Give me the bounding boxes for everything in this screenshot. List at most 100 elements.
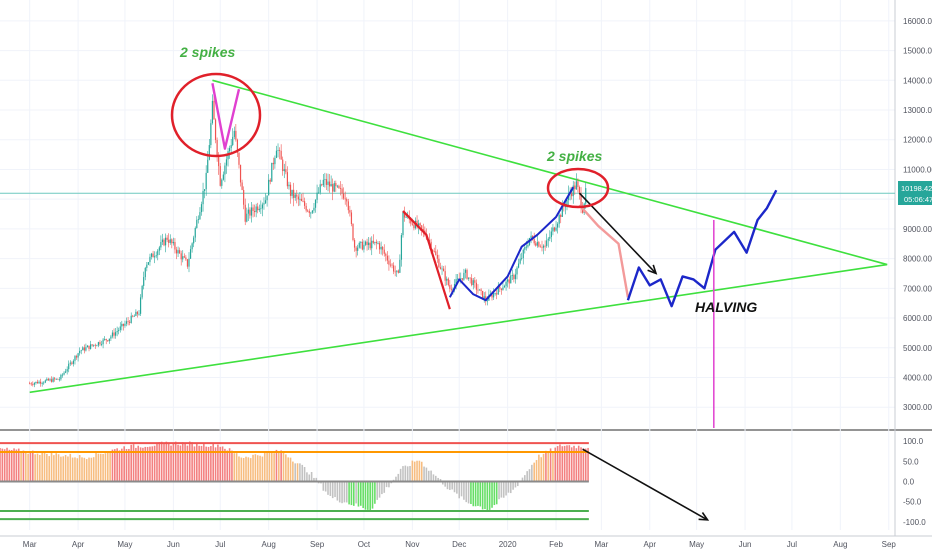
candle-body	[163, 239, 165, 246]
candle-body	[297, 196, 299, 200]
candle-body	[533, 238, 535, 244]
candle-body	[433, 251, 435, 253]
candle-body	[363, 244, 365, 250]
candle-body	[293, 189, 295, 198]
candle-body	[91, 344, 93, 346]
candle-body	[278, 150, 281, 151]
candle-body	[382, 246, 384, 250]
candle-body	[89, 344, 92, 349]
time-tick-label: Aug	[833, 540, 847, 549]
drawings[interactable]	[211, 83, 778, 428]
trendlines[interactable]	[29, 79, 888, 394]
candle-body	[171, 239, 173, 244]
candle-body	[189, 249, 192, 259]
candle-body	[394, 271, 396, 273]
candle-body	[94, 344, 96, 346]
candle-body	[111, 332, 114, 337]
candle-body	[549, 236, 551, 239]
blue-drawn-path[interactable]	[448, 186, 575, 302]
candle-body	[496, 293, 498, 295]
time-tick-label: Oct	[358, 540, 371, 549]
candle-body	[85, 347, 87, 351]
candle-body	[244, 204, 246, 222]
candle-body	[221, 179, 223, 186]
candle-body	[177, 250, 179, 254]
candle-body	[538, 242, 540, 247]
time-tick-label: Apr	[644, 540, 657, 549]
oscillator-tick-label: 100.0	[903, 437, 924, 446]
red-drawn-path[interactable]	[402, 210, 451, 310]
candle-body	[246, 213, 248, 222]
candle-body	[321, 184, 323, 186]
candle-body	[310, 212, 312, 214]
candle-body	[447, 278, 449, 286]
candle-body	[522, 249, 524, 259]
price-tick-label: 9000.00	[903, 225, 932, 234]
upper-trendline[interactable]	[212, 79, 888, 266]
candle-body	[352, 224, 354, 241]
candle-body	[360, 241, 362, 243]
candle-body	[560, 215, 562, 217]
lower-trendline[interactable]	[29, 263, 888, 394]
candle-body	[211, 100, 214, 124]
candle-body	[318, 192, 320, 194]
candle-body	[483, 296, 485, 299]
candle-body	[269, 179, 271, 182]
candle-body	[539, 246, 542, 248]
candle-body	[368, 242, 370, 246]
candle-body	[303, 201, 306, 206]
candle-body	[299, 198, 301, 200]
candle-body	[54, 378, 56, 380]
candle-body	[552, 227, 554, 232]
time-tick-label: Aug	[262, 540, 276, 549]
spikes-circle-2[interactable]	[546, 167, 610, 209]
blue-projection-path[interactable]	[626, 189, 778, 308]
pink-projection-path[interactable]	[578, 204, 630, 298]
candle-body	[188, 258, 190, 267]
candle-body	[46, 378, 48, 381]
candle-body	[80, 350, 82, 352]
candle-body	[355, 247, 357, 251]
candle-body	[175, 249, 178, 254]
candle-body	[86, 345, 89, 348]
candle-body	[575, 181, 577, 190]
magenta-spikes-path[interactable]	[211, 83, 241, 150]
candle-body	[397, 270, 399, 273]
candle-body	[530, 235, 532, 238]
candle-body	[467, 277, 470, 279]
candle-body	[107, 340, 109, 342]
candle-body	[343, 193, 345, 199]
candle-body	[185, 257, 187, 260]
candle-body	[430, 241, 432, 250]
candle-body	[428, 239, 431, 242]
candle-body	[44, 380, 46, 383]
candle-body	[257, 206, 259, 211]
price-tick-label: 15000.00	[903, 47, 932, 56]
projection-arrow[interactable]	[578, 192, 657, 275]
oscillator-tick-label: 50.0	[903, 457, 919, 466]
candle-body	[441, 268, 443, 270]
projection-arrow-head[interactable]	[647, 264, 658, 275]
candle-body	[133, 315, 135, 317]
oscillator-axis[interactable]: 100.0 50.0 0.0 -50.0 -100.0	[903, 437, 926, 527]
price-tick-label: 11000.00	[903, 165, 932, 174]
candle-body	[143, 277, 145, 286]
candle-body	[96, 345, 98, 347]
time-tick-label: Apr	[72, 540, 85, 549]
candle-body	[277, 150, 279, 151]
price-tick-label: 14000.00	[903, 76, 932, 85]
spikes-circle-1[interactable]	[170, 72, 262, 158]
candle-body	[296, 194, 298, 197]
candle-body	[97, 342, 100, 346]
candle-body	[492, 293, 495, 298]
candle-body	[557, 223, 559, 228]
candle-body	[144, 267, 146, 278]
candle-body	[282, 159, 284, 172]
candle-body	[502, 287, 504, 290]
oscillator-tick-label: -100.0	[903, 518, 926, 527]
time-axis[interactable]: Mar Apr May Jun Jul Aug Sep Oct Nov Dec 2020 Feb Mar…	[23, 540, 897, 549]
candle-body	[472, 280, 474, 286]
time-tick-label: Nov	[405, 540, 419, 549]
candle-body	[464, 269, 467, 273]
